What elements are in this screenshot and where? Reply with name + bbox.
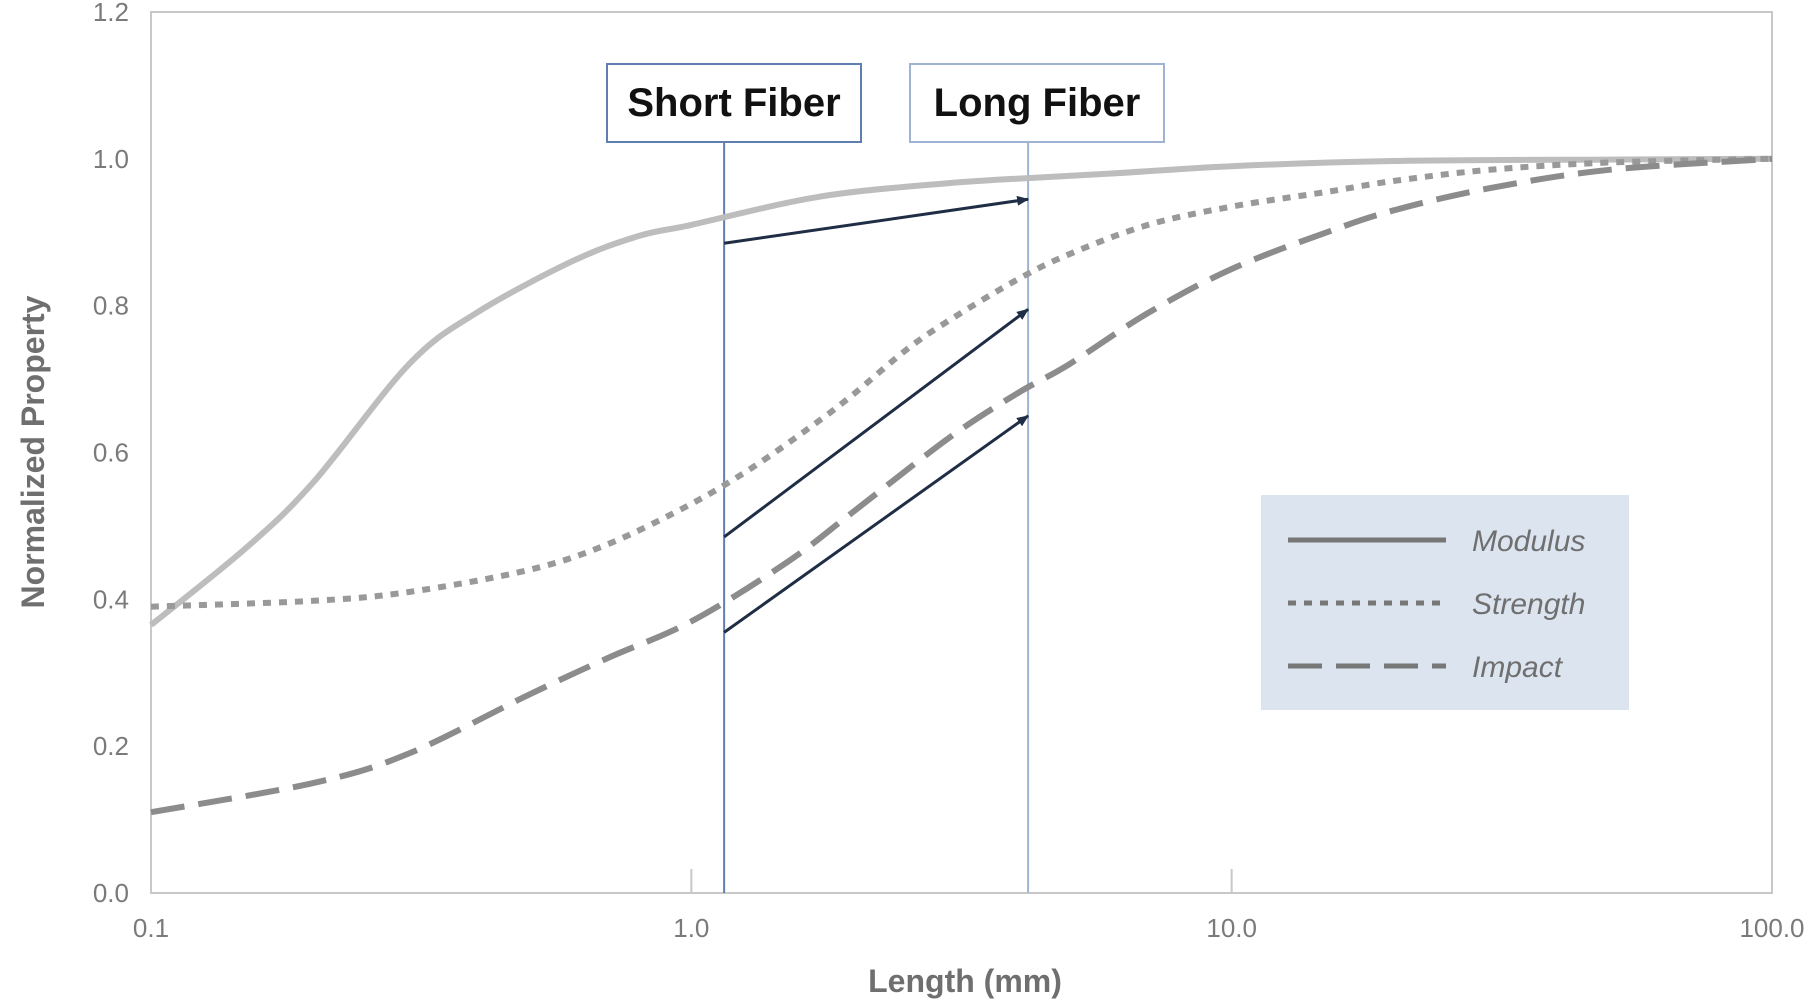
x-tick-label: 1.0 bbox=[673, 913, 709, 943]
callout-short-fiber: Short Fiber bbox=[607, 64, 861, 142]
callout-long-fiber: Long Fiber bbox=[910, 64, 1164, 142]
y-tick-label: 1.0 bbox=[93, 144, 129, 174]
legend-label-impact: Impact bbox=[1472, 651, 1564, 684]
y-tick-label: 0.8 bbox=[93, 291, 129, 321]
y-tick-label: 0.2 bbox=[93, 731, 129, 761]
x-tick-label: 10.0 bbox=[1206, 913, 1257, 943]
x-tick-label: 100.0 bbox=[1739, 913, 1804, 943]
x-axis-title: Length (mm) bbox=[868, 963, 1062, 999]
callout-label-short-fiber: Short Fiber bbox=[627, 81, 840, 125]
y-tick-label: 0.6 bbox=[93, 438, 129, 468]
y-tick-label: 1.2 bbox=[93, 0, 129, 27]
legend: Modulus Strength Impact bbox=[1261, 495, 1629, 710]
y-axis-title: Normalized Property bbox=[15, 295, 51, 608]
y-axis-ticks: 0.0 0.2 0.4 0.6 0.8 1.0 1.2 bbox=[93, 0, 129, 908]
y-tick-label: 0.4 bbox=[93, 584, 129, 614]
legend-label-strength: Strength bbox=[1472, 588, 1585, 621]
callout-label-long-fiber: Long Fiber bbox=[934, 81, 1141, 125]
y-tick-label: 0.0 bbox=[93, 878, 129, 908]
x-tick-label: 0.1 bbox=[133, 913, 169, 943]
legend-label-modulus: Modulus bbox=[1472, 525, 1585, 558]
